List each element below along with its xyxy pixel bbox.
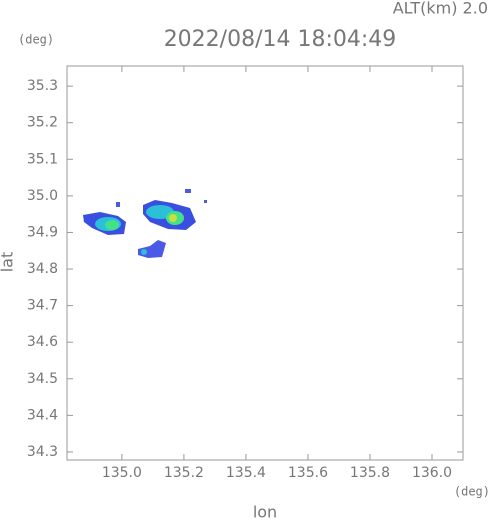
y-tick-label: 35.3 xyxy=(27,78,58,94)
x-tick-label: 136.0 xyxy=(412,465,452,481)
x-tick-label: 135.0 xyxy=(102,465,142,481)
x-axis-label: lon xyxy=(253,503,277,522)
chart-title: 2022/08/14 18:04:49 xyxy=(164,27,397,52)
y-tick-label: 34.3 xyxy=(27,444,58,460)
altitude-label: ALT(km) 2.0 xyxy=(393,0,488,18)
y-tick-label: 34.7 xyxy=(27,298,58,314)
y-tick-label: 34.5 xyxy=(27,371,58,387)
x-tick-label: 135.8 xyxy=(350,465,390,481)
y-tick-label: 34.4 xyxy=(27,407,58,423)
y-tick-label: 34.8 xyxy=(27,261,58,277)
y-tick-label: 35.0 xyxy=(27,188,58,204)
y-tick-label: 35.1 xyxy=(27,151,58,167)
y-tick-label: 34.6 xyxy=(27,334,58,350)
x-tick-label: 135.2 xyxy=(164,465,204,481)
y-tick-label: 34.9 xyxy=(27,224,58,240)
x-tick-label: 135.4 xyxy=(226,465,266,481)
plot-frame xyxy=(66,65,464,461)
x-tick-label: 135.6 xyxy=(288,465,328,481)
x-unit: (deg) xyxy=(454,485,490,499)
y-axis-label: lat xyxy=(0,252,17,273)
y-tick-label: 35.2 xyxy=(27,115,58,131)
y-unit: (deg) xyxy=(18,33,54,47)
radar-echoes xyxy=(83,189,207,258)
